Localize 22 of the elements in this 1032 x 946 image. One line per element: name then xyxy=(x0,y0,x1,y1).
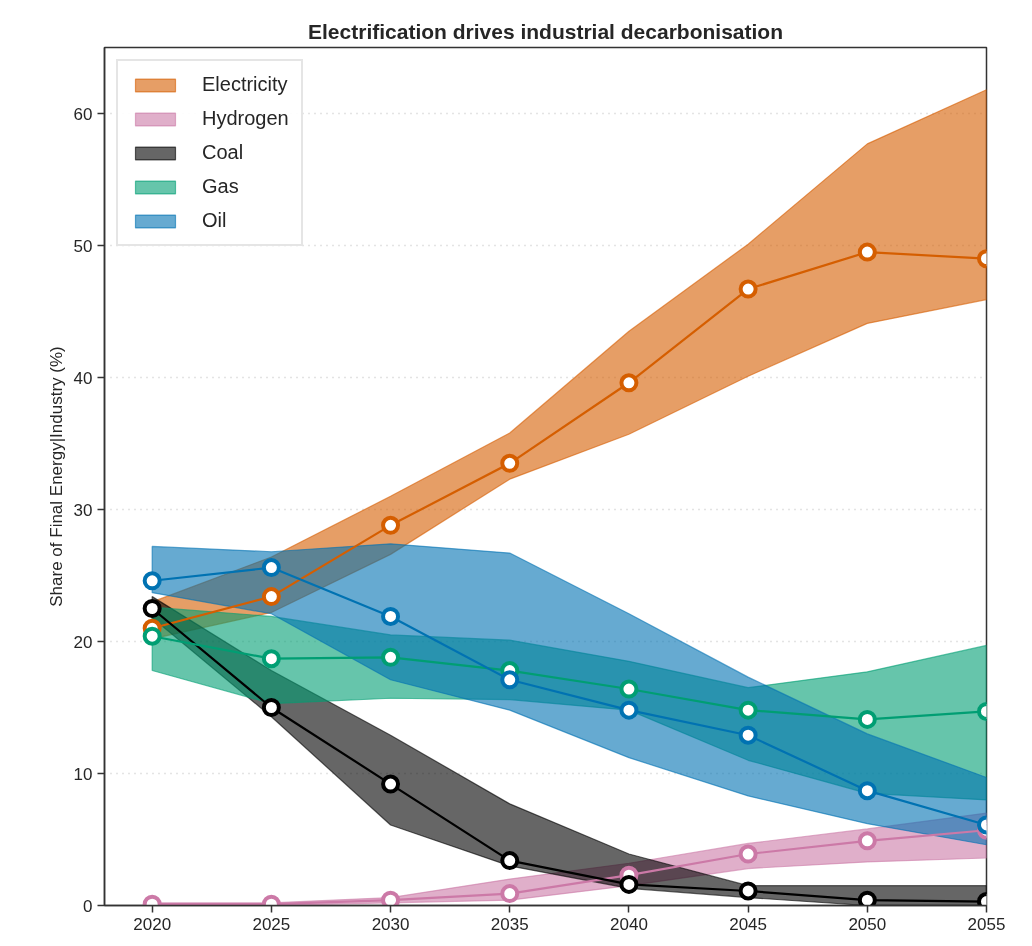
chart-title: Electrification drives industrial decarbonisation xyxy=(308,19,783,43)
y-tick-label: 10 xyxy=(73,764,93,784)
y-tick-label: 0 xyxy=(83,896,93,916)
x-tick-label: 2050 xyxy=(848,914,887,934)
y-tick-label: 30 xyxy=(73,500,93,520)
y-tick-label: 60 xyxy=(73,104,93,124)
legend-label: Hydrogen xyxy=(202,107,289,130)
legend-label: Electricity xyxy=(202,73,288,96)
x-tick-label: 2020 xyxy=(133,914,172,934)
y-axis-title: Share of Final Energy|Industry (%) xyxy=(46,346,66,607)
x-tick-label: 2035 xyxy=(490,914,529,934)
y-tick-label: 50 xyxy=(73,236,93,256)
x-tick-label: 2055 xyxy=(967,914,1006,934)
legend-label: Coal xyxy=(202,141,244,164)
legend-label: Oil xyxy=(202,209,227,232)
y-tick-label: 40 xyxy=(73,368,93,388)
x-tick-label: 2040 xyxy=(610,914,648,934)
x-tick-label: 2030 xyxy=(371,914,410,934)
y-tick-label: 20 xyxy=(73,632,93,652)
x-tick-label: 2045 xyxy=(729,914,768,934)
legend-label: Gas xyxy=(202,175,239,198)
x-tick-label: 2025 xyxy=(252,914,291,934)
